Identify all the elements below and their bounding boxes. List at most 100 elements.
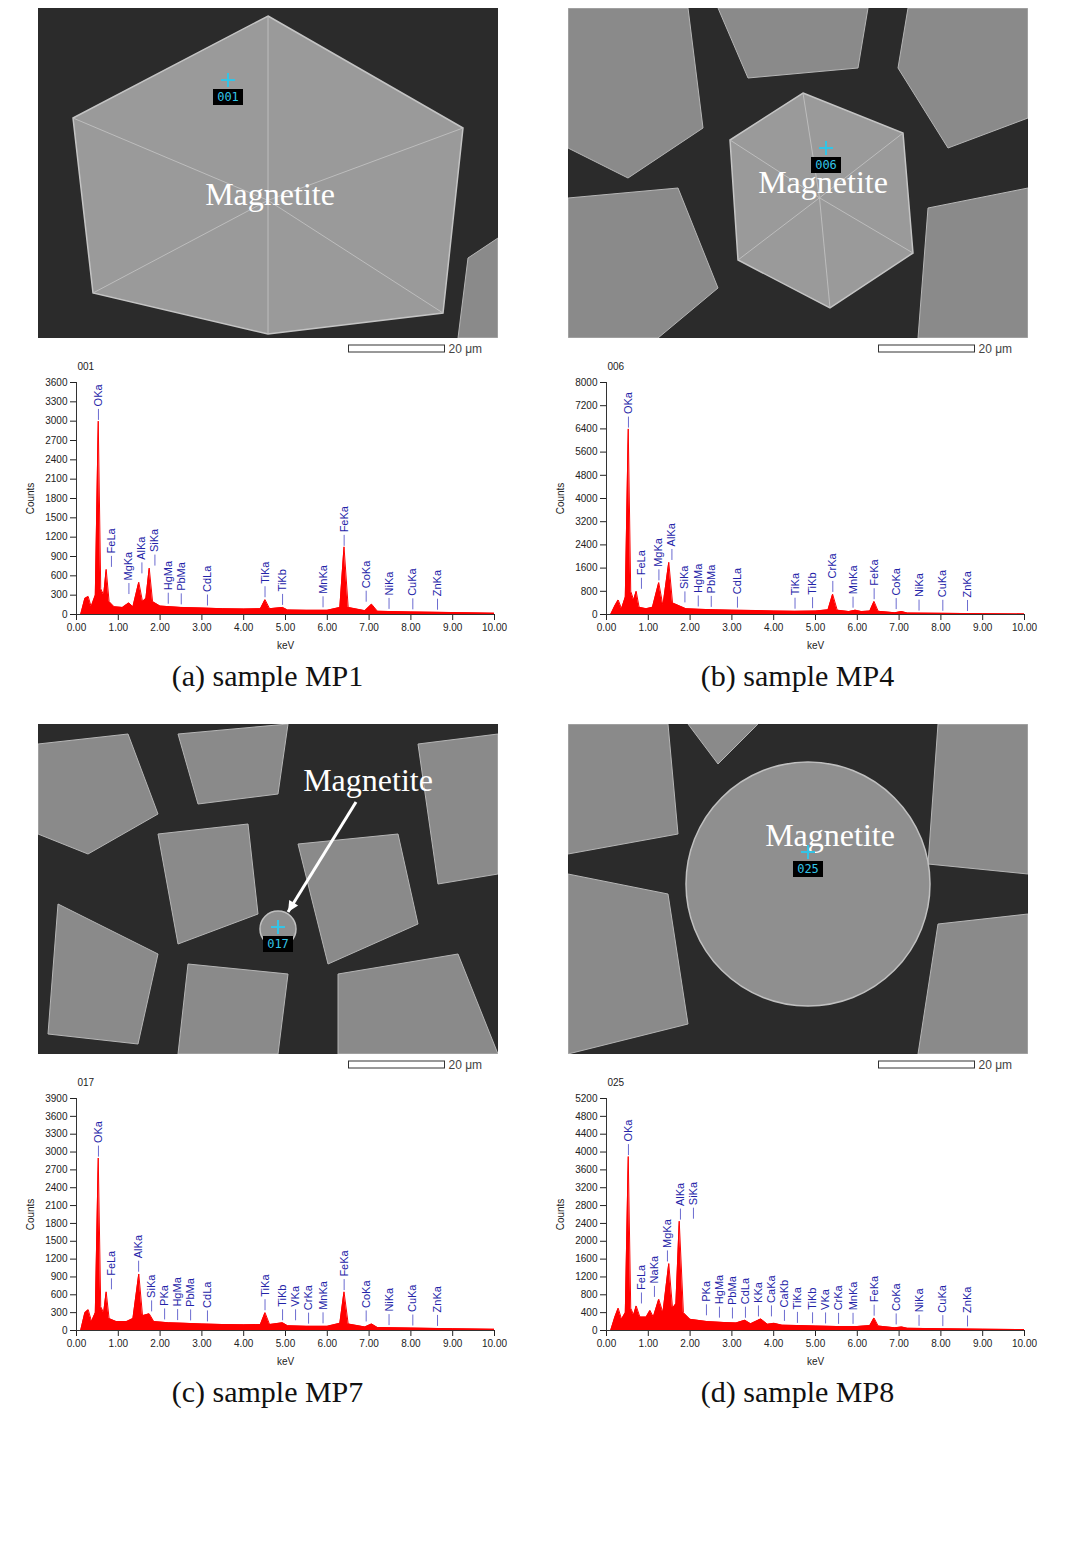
svg-text:017: 017 [267, 937, 289, 951]
svg-text:3900: 3900 [45, 1093, 68, 1104]
svg-text:1800: 1800 [45, 493, 68, 504]
svg-text:0: 0 [591, 609, 597, 620]
svg-text:Magnetite: Magnetite [205, 176, 335, 212]
svg-text:HgMa: HgMa [161, 560, 173, 590]
svg-text:3300: 3300 [45, 1128, 68, 1139]
svg-text:PbMa: PbMa [725, 1275, 737, 1305]
svg-text:800: 800 [580, 586, 597, 597]
svg-text:SiKa: SiKa [145, 1274, 157, 1298]
svg-text:8.00: 8.00 [931, 1338, 951, 1349]
svg-text:TiKa: TiKa [258, 1274, 270, 1297]
svg-text:NaKa: NaKa [647, 1255, 659, 1283]
svg-text:1500: 1500 [45, 512, 68, 523]
svg-text:20 μm: 20 μm [978, 1058, 1012, 1072]
svg-text:0: 0 [591, 1325, 597, 1336]
svg-text:CdLa: CdLa [738, 1277, 750, 1304]
svg-text:TiKb: TiKb [806, 572, 818, 594]
svg-text:4800: 4800 [575, 1111, 598, 1122]
svg-text:4000: 4000 [575, 1146, 598, 1157]
svg-text:6.00: 6.00 [847, 622, 867, 633]
svg-text:5200: 5200 [575, 1093, 598, 1104]
svg-text:3.00: 3.00 [192, 1338, 212, 1349]
svg-text:TiKb: TiKb [806, 1288, 818, 1310]
svg-text:7.00: 7.00 [359, 1338, 379, 1349]
svg-text:600: 600 [50, 570, 67, 581]
svg-text:2400: 2400 [575, 539, 598, 550]
svg-text:2400: 2400 [45, 1182, 68, 1193]
svg-text:OKa: OKa [91, 1120, 103, 1143]
svg-text:MgKa: MgKa [660, 1218, 672, 1248]
svg-text:6.00: 6.00 [847, 1338, 867, 1349]
svg-text:025: 025 [797, 862, 819, 876]
svg-text:3.00: 3.00 [722, 622, 742, 633]
svg-text:CuKa: CuKa [936, 1284, 948, 1312]
svg-text:ZnKa: ZnKa [431, 1285, 443, 1312]
svg-text:1600: 1600 [575, 1253, 598, 1264]
svg-text:4.00: 4.00 [233, 1338, 253, 1349]
svg-text:SiKa: SiKa [686, 1181, 698, 1205]
svg-text:NiKa: NiKa [912, 572, 924, 597]
svg-text:PbMa: PbMa [704, 564, 716, 594]
svg-text:CuKa: CuKa [936, 569, 948, 597]
svg-text:3600: 3600 [45, 1111, 68, 1122]
svg-text:HgMa: HgMa [691, 563, 703, 593]
svg-text:HgMa: HgMa [712, 1274, 724, 1304]
svg-text:20 μm: 20 μm [448, 342, 482, 356]
svg-text:0.00: 0.00 [596, 622, 616, 633]
svg-text:Counts: Counts [24, 1199, 35, 1231]
svg-text:Counts: Counts [554, 1199, 565, 1231]
svg-text:SiKa: SiKa [148, 528, 160, 552]
svg-text:TiKb: TiKb [276, 1285, 288, 1307]
svg-text:PbMa: PbMa [174, 561, 186, 591]
svg-text:FeKa: FeKa [867, 559, 879, 586]
svg-text:Magnetite: Magnetite [303, 762, 433, 798]
svg-text:FeKa: FeKa [337, 505, 349, 532]
svg-text:1800: 1800 [45, 1218, 68, 1229]
svg-text:9.00: 9.00 [972, 1338, 992, 1349]
svg-text:900: 900 [50, 1271, 67, 1282]
svg-text:MgKa: MgKa [652, 537, 664, 567]
svg-text:8000: 8000 [575, 377, 598, 388]
svg-text:CoKa: CoKa [889, 567, 901, 595]
svg-text:Counts: Counts [554, 483, 565, 515]
svg-text:5.00: 5.00 [805, 622, 825, 633]
svg-text:3.00: 3.00 [722, 1338, 742, 1349]
svg-text:AlKa: AlKa [673, 1182, 685, 1206]
svg-text:0: 0 [61, 609, 67, 620]
svg-text:keV: keV [276, 640, 294, 651]
svg-text:PKa: PKa [699, 1280, 711, 1302]
svg-text:5600: 5600 [575, 446, 598, 457]
svg-text:CaKa: CaKa [764, 1275, 776, 1303]
svg-text:3600: 3600 [45, 377, 68, 388]
svg-text:CdLa: CdLa [730, 567, 742, 594]
svg-text:FeKa: FeKa [867, 1275, 879, 1302]
svg-text:4.00: 4.00 [763, 1338, 783, 1349]
svg-text:0.00: 0.00 [66, 622, 86, 633]
svg-text:FeLa: FeLa [104, 527, 116, 553]
svg-text:8.00: 8.00 [931, 622, 951, 633]
svg-text:CdLa: CdLa [200, 565, 212, 592]
svg-text:3200: 3200 [575, 1182, 598, 1193]
svg-text:HgMa: HgMa [171, 1276, 183, 1306]
svg-text:006: 006 [815, 158, 837, 172]
svg-text:2800: 2800 [575, 1200, 598, 1211]
svg-text:CoKa: CoKa [359, 560, 371, 588]
svg-text:NiKa: NiKa [382, 1287, 394, 1312]
svg-text:OKa: OKa [621, 1119, 633, 1142]
svg-text:TiKa: TiKa [788, 572, 800, 595]
svg-text:9.00: 9.00 [442, 1338, 462, 1349]
svg-text:5.00: 5.00 [275, 622, 295, 633]
svg-text:TiKa: TiKa [790, 1286, 802, 1309]
svg-text:3.00: 3.00 [192, 622, 212, 633]
svg-text:1.00: 1.00 [638, 622, 658, 633]
svg-text:1.00: 1.00 [638, 1338, 658, 1349]
svg-text:6.00: 6.00 [317, 1338, 337, 1349]
svg-text:4800: 4800 [575, 470, 598, 481]
svg-text:2700: 2700 [45, 435, 68, 446]
svg-text:NiKa: NiKa [912, 1288, 924, 1313]
svg-text:TiKa: TiKa [258, 561, 270, 584]
svg-text:SiKa: SiKa [678, 565, 690, 589]
svg-text:keV: keV [276, 1356, 294, 1367]
svg-text:10.00: 10.00 [1011, 622, 1036, 633]
svg-text:7200: 7200 [575, 400, 598, 411]
